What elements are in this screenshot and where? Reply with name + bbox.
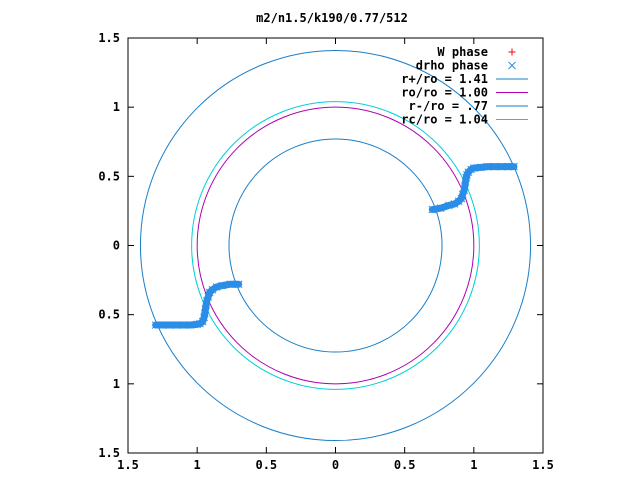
y-tick-label: 1.5 xyxy=(98,446,120,460)
x-tick-label: 0.5 xyxy=(255,458,277,472)
x-tick-label: 0 xyxy=(332,458,339,472)
reference-circles xyxy=(139,49,532,442)
x-tick-label: 1 xyxy=(470,458,477,472)
legend-label: ro/ro = 1.00 xyxy=(401,86,488,100)
legend-label: drho phase xyxy=(416,59,488,73)
x-tick-label: 1.5 xyxy=(117,458,139,472)
x-tick-label: 1.5 xyxy=(532,458,554,472)
legend-label: r+/ro = 1.41 xyxy=(401,72,488,86)
circle-line xyxy=(191,101,480,390)
legend-label: rc/ro = 1.04 xyxy=(401,113,488,127)
legend-label: r-/ro = .77 xyxy=(409,99,488,113)
circle-line xyxy=(196,106,475,385)
x-tick-label: 1 xyxy=(194,458,201,472)
y-tick-label: 0 xyxy=(113,239,120,253)
series-line xyxy=(428,163,518,214)
y-tick-label: 1.5 xyxy=(98,31,120,45)
series-line xyxy=(152,280,243,329)
axis-ticks: 1.5 1 0.5 0 0.5 1 1.51.510.500.511.5 xyxy=(98,31,554,472)
y-tick-label: 0.5 xyxy=(98,169,120,183)
legend-swatch xyxy=(508,61,516,70)
chart-title: m2/n1.5/k190/0.77/512 xyxy=(256,11,408,25)
x-tick-label: 0.5 xyxy=(394,458,416,472)
circle-line xyxy=(139,49,532,442)
y-tick-label: 0.5 xyxy=(98,308,120,322)
y-tick-label: 1 xyxy=(113,100,120,114)
data-points xyxy=(151,162,518,329)
y-tick-label: 1 xyxy=(113,377,120,391)
legend-label: W phase xyxy=(437,45,488,59)
circle-line xyxy=(228,138,443,353)
